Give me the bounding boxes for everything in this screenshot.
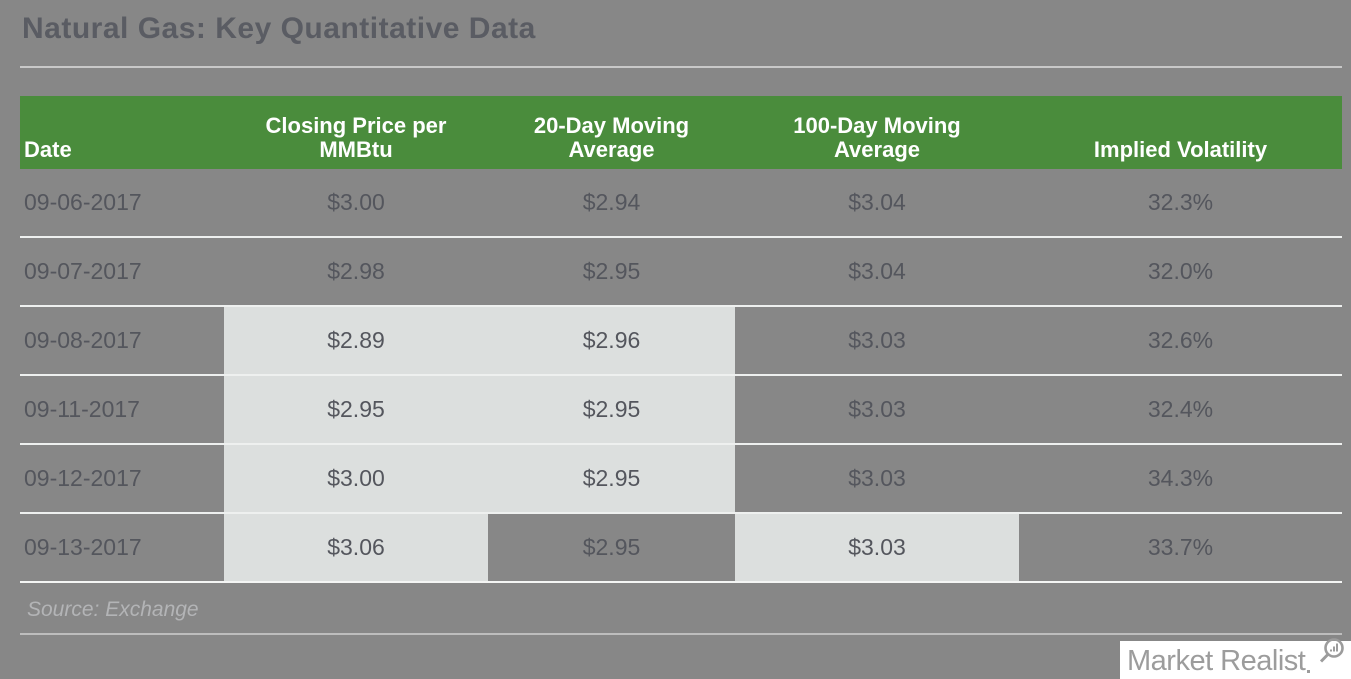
table-row-09-12-2017: 09-12-2017 $3.00 $2.95 $3.03 34.3% <box>20 445 1342 514</box>
column-header-closing-price-per-mmbtu: Closing Price per MMBtu <box>265 112 447 162</box>
cell-100-day-moving-average: $3.03 <box>848 396 906 422</box>
quant-data-table: Date Closing Price per MMBtu 20-Day Moving… <box>20 96 1342 583</box>
page-title: Natural Gas: Key Quantitative Data <box>22 12 536 45</box>
table-body: 09-06-2017 $3.00 $2.94 $3.04 32.3% 09-07-2017… <box>20 169 1342 583</box>
table-row-09-08-2017: 09-08-2017 $2.89 $2.96 $3.03 32.6% <box>20 307 1342 376</box>
column-header-implied-volatility: Implied Volatility <box>1093 136 1268 162</box>
cell-implied-volatility: 32.3% <box>1147 189 1214 215</box>
cell-20-day-moving-average: $2.95 <box>582 534 641 560</box>
column-header-100-day-moving-average: 100-Day Moving Average <box>793 112 961 162</box>
cell-20-day-moving-average: $2.95 <box>488 376 735 443</box>
cell-date: 09-07-2017 <box>24 258 142 284</box>
logo-text: Market Realist <box>1127 645 1306 677</box>
cell-implied-volatility: 32.6% <box>1147 327 1214 353</box>
cell-100-day-moving-average: $3.03 <box>735 514 1019 581</box>
cell-implied-volatility: 32.0% <box>1147 258 1214 284</box>
logo-period <box>1307 670 1311 673</box>
cell-100-day-moving-average: $3.03 <box>848 465 906 491</box>
cell-implied-volatility: 33.7% <box>1147 534 1214 560</box>
cell-20-day-moving-average: $2.95 <box>488 445 735 512</box>
cell-date: 09-12-2017 <box>24 465 142 491</box>
cell-date: 09-11-2017 <box>24 396 140 422</box>
cell-100-day-moving-average: $3.04 <box>848 189 906 215</box>
table-header-row: Date Closing Price per MMBtu 20-Day Moving… <box>20 96 1342 169</box>
cell-closing-price-per-mmbtu: $3.06 <box>224 514 488 581</box>
source-note: Source: Exchange <box>20 587 1342 635</box>
cell-20-day-moving-average: $2.94 <box>582 189 641 215</box>
cell-date: 09-13-2017 <box>24 534 142 560</box>
cell-20-day-moving-average: $2.96 <box>488 307 735 374</box>
table-row-09-13-2017: 09-13-2017 $3.06 $2.95 $3.03 33.7% <box>20 514 1342 583</box>
cell-date: 09-08-2017 <box>24 327 142 353</box>
column-header-20-day-moving-average: 20-Day Moving Average <box>533 112 690 162</box>
cell-closing-price-per-mmbtu: $3.00 <box>224 445 488 512</box>
cell-closing-price-per-mmbtu: $2.95 <box>224 376 488 443</box>
cell-closing-price-per-mmbtu: $3.00 <box>327 189 385 215</box>
cell-implied-volatility: 32.4% <box>1147 396 1214 422</box>
table-row-09-06-2017: 09-06-2017 $3.00 $2.94 $3.04 32.3% <box>20 169 1342 238</box>
table-row-09-07-2017: 09-07-2017 $2.98 $2.95 $3.04 32.0% <box>20 238 1342 307</box>
cell-date: 09-06-2017 <box>24 189 142 215</box>
magnifier-bar-chart-icon <box>1319 638 1344 663</box>
cell-closing-price-per-mmbtu: $2.89 <box>224 307 488 374</box>
table-row-09-11-2017: 09-11-2017 $2.95 $2.95 $3.03 32.4% <box>20 376 1342 445</box>
market-realist-logo: Market Realist <box>1120 638 1351 679</box>
cell-20-day-moving-average: $2.95 <box>582 258 641 284</box>
cell-implied-volatility: 34.3% <box>1147 465 1214 491</box>
cell-100-day-moving-average: $3.03 <box>848 327 906 353</box>
cell-100-day-moving-average: $3.04 <box>848 258 906 284</box>
column-header-date: Date <box>24 136 72 162</box>
cell-closing-price-per-mmbtu: $2.98 <box>327 258 385 284</box>
title-divider <box>20 66 1342 68</box>
